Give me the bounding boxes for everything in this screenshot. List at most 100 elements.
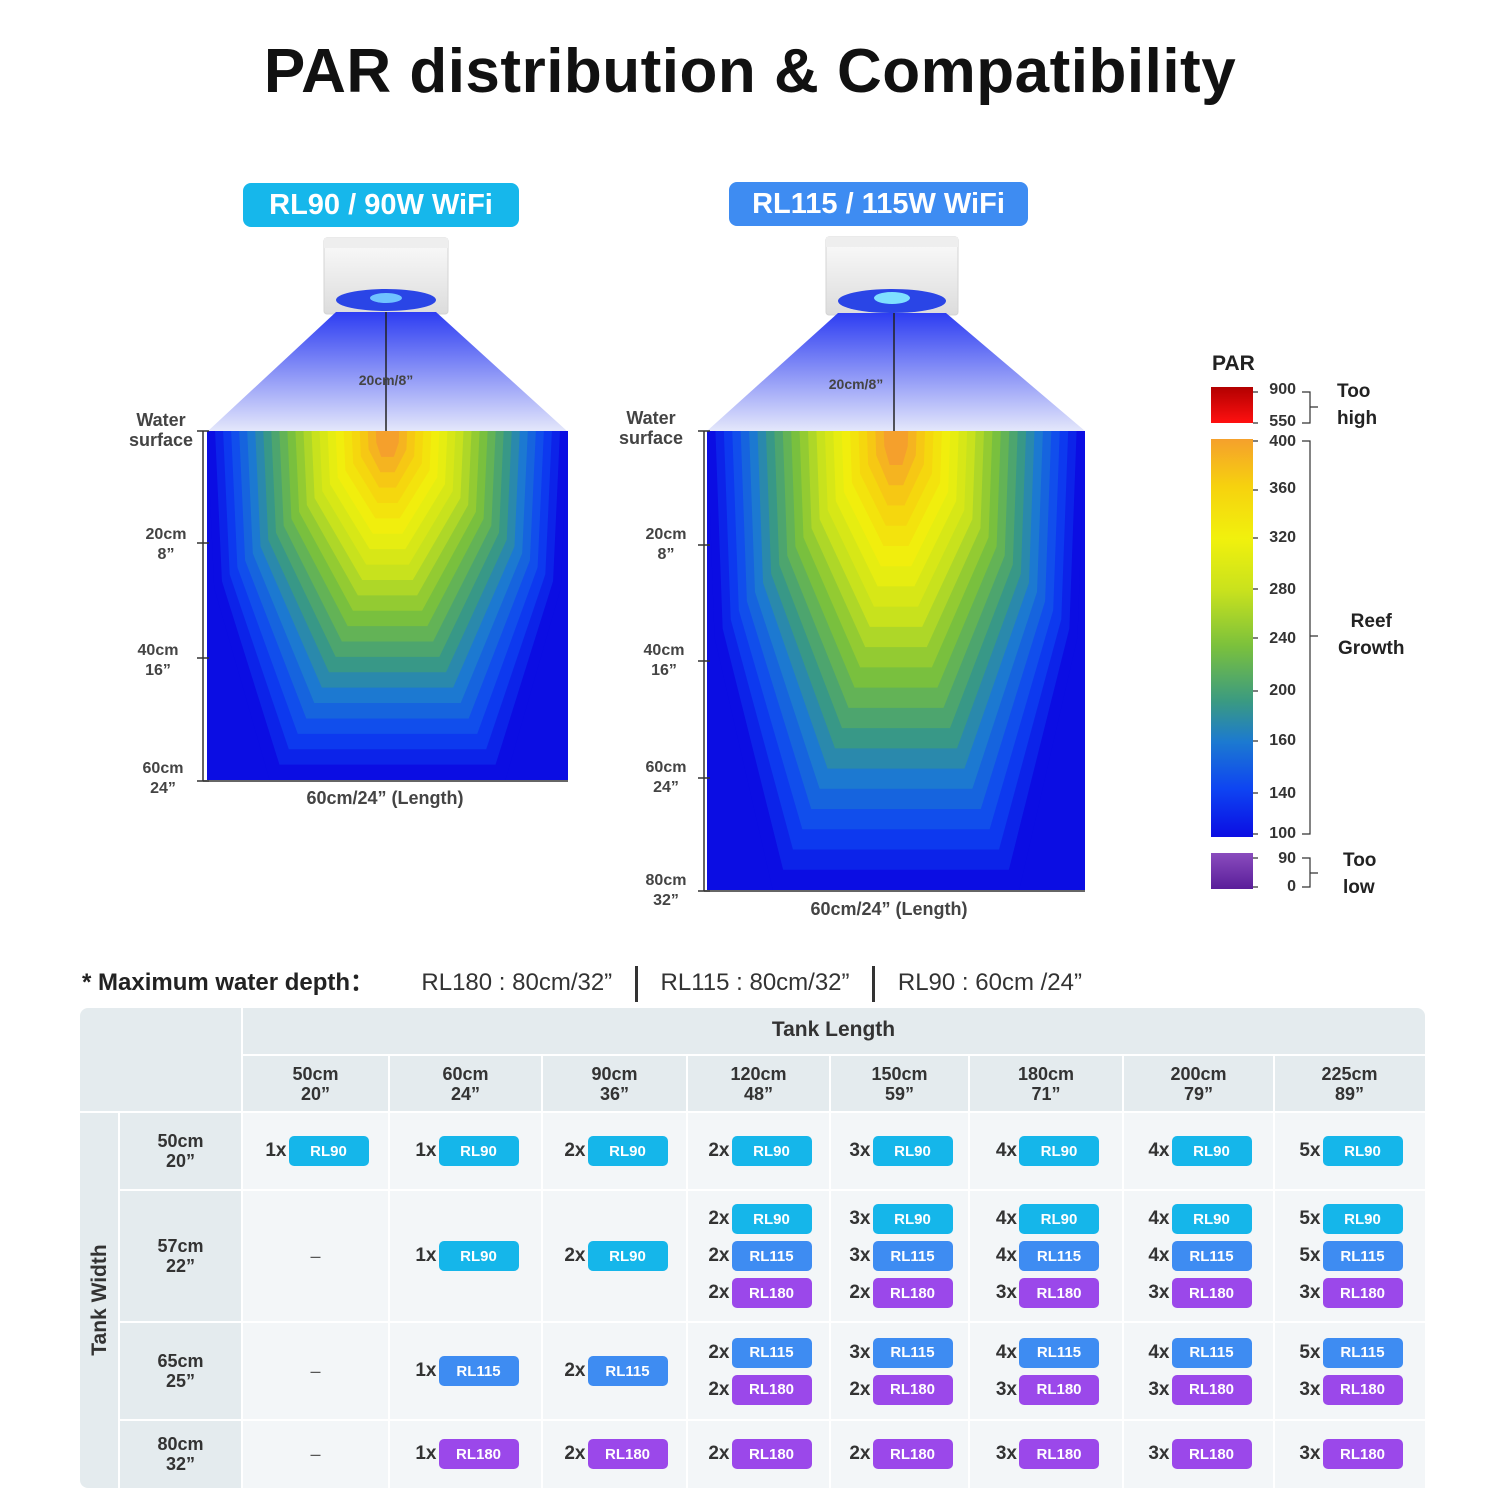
fixture-entry: 2x RL115 <box>562 1353 668 1390</box>
fixture-entry: 3x RL180 <box>993 1371 1099 1408</box>
legend-tick: 90 <box>1278 850 1296 867</box>
par-distribution-visual <box>197 236 1318 892</box>
table-cell: – <box>242 1322 389 1420</box>
rl90-length-label: 60cm/24” (Length) <box>306 788 464 808</box>
fixture-entry: 2x RL90 <box>706 1133 812 1170</box>
fixture-count: 5x <box>1299 1245 1321 1266</box>
legend-tick: 360 <box>1269 480 1296 497</box>
fixture-entry: 2x RL90 <box>706 1201 812 1238</box>
rl90-axes <box>197 430 568 782</box>
fixture-model-badge: RL115 <box>587 1356 668 1386</box>
column-header: 60cm 24” <box>442 1063 489 1104</box>
fixture-model-badge: RL180 <box>872 1278 953 1308</box>
column-header: 50cm 20” <box>292 1063 339 1104</box>
fixture-entry: 5x RL90 <box>1297 1201 1403 1238</box>
rl90-par-heatmap <box>207 431 568 780</box>
fixture-model-badge: RL90 <box>731 1136 812 1166</box>
fixture-count: 3x <box>995 1443 1017 1464</box>
fixture-model-badge: RL90 <box>1322 1136 1403 1166</box>
rl90-depth-tick: 60cm 24” <box>142 760 184 797</box>
legend-tick: 900 <box>1269 381 1296 398</box>
empty-cell-dash: – <box>310 1245 321 1266</box>
table-cell: 2x RL90 <box>542 1112 687 1190</box>
table-cell: 4x RL90 4x RL115 3x RL180 <box>969 1190 1123 1322</box>
legend-too-high-bar <box>1211 387 1253 423</box>
column-header: 180cm 71” <box>1017 1063 1075 1104</box>
rl115-length-label: 60cm/24” (Length) <box>810 899 968 919</box>
fixture-model-badge: RL180 <box>872 1439 953 1469</box>
fixture-count: 4x <box>1148 1208 1170 1229</box>
fixture-count: 3x <box>849 1140 871 1161</box>
table-cell: 2x RL90 2x RL115 2x RL180 <box>687 1190 830 1322</box>
fixture-model-badge: RL90 <box>587 1136 668 1166</box>
table-cell: – <box>242 1420 389 1488</box>
fixture-entry: 4x RL90 <box>993 1201 1099 1238</box>
fixture-count: 2x <box>564 1245 586 1266</box>
par-legend: PAR 900 550 400 360 320 280 240 200 160 … <box>1212 352 1405 898</box>
fixture-count: 1x <box>265 1140 287 1161</box>
table-cell: 2x RL115 <box>542 1322 687 1420</box>
fixture-entry: 4x RL115 <box>1146 1238 1252 1275</box>
fixture-model-badge: RL90 <box>288 1136 369 1166</box>
column-header: 90cm 36” <box>591 1063 638 1104</box>
table-cell: 4x RL90 4x RL115 3x RL180 <box>1123 1190 1274 1322</box>
fixture-model-badge: RL90 <box>1322 1204 1403 1234</box>
table-cell: 3x RL180 <box>1123 1420 1274 1488</box>
fixture-model-badge: RL90 <box>438 1241 519 1271</box>
table-cell: 3x RL90 <box>830 1112 969 1190</box>
column-header: 150cm 59” <box>871 1063 928 1104</box>
table-cell: 3x RL180 <box>1274 1420 1425 1488</box>
fixture-count: 2x <box>708 1208 730 1229</box>
rl115-light-beam <box>707 313 1085 431</box>
fixture-count: 2x <box>708 1378 730 1400</box>
fixture-entry: 4x RL115 <box>1146 1334 1252 1371</box>
empty-cell-dash: – <box>310 1443 321 1464</box>
table-cell: 1x RL90 <box>242 1112 389 1190</box>
table-cell: 1x RL90 <box>389 1112 542 1190</box>
fixture-count: 3x <box>1299 1378 1321 1400</box>
table-cell: – <box>242 1190 389 1322</box>
fixture-entry: 5x RL115 <box>1297 1238 1403 1275</box>
legend-tick: 200 <box>1269 682 1296 699</box>
fixture-model-badge: RL180 <box>731 1439 812 1469</box>
legend-tick: 400 <box>1269 433 1296 450</box>
fixture-model-badge: RL115 <box>1171 1337 1252 1368</box>
column-header: 225cm 89” <box>1321 1063 1378 1104</box>
table-cell: 1x RL180 <box>389 1420 542 1488</box>
compatibility-table: Tank Length Tank Width 50cm 20” 60cm 24” 90c… <box>80 1008 1425 1488</box>
fixture-entry: 1x RL90 <box>413 1133 519 1170</box>
fixture-count: 3x <box>849 1245 871 1266</box>
table-cell: 2x RL180 <box>687 1420 830 1488</box>
fixture-entry: 2x RL180 <box>847 1436 953 1473</box>
rl90-light-beam <box>208 312 567 431</box>
table-cell: 2x RL90 <box>542 1190 687 1322</box>
legend-too-low-bar <box>1211 853 1253 889</box>
fixture-model-badge: RL180 <box>731 1278 812 1308</box>
fixture-count: 2x <box>849 1282 871 1303</box>
fixture-model-badge: RL115 <box>1019 1337 1099 1368</box>
fixture-entry: 2x RL90 <box>562 1133 668 1170</box>
rl90-distance-label: 20cm/8” <box>358 372 414 388</box>
row-header: 65cm 25” <box>157 1351 204 1391</box>
fixture-model-badge: RL90 <box>872 1136 953 1166</box>
fixture-count: 3x <box>1299 1282 1321 1303</box>
fixture-model-badge: RL90 <box>438 1136 519 1166</box>
fixture-model-badge: RL90 <box>1019 1136 1099 1166</box>
fixture-entry: 3x RL180 <box>1146 1371 1252 1408</box>
fixture-entry: 3x RL90 <box>847 1133 953 1170</box>
fixture-entry: 1x RL115 <box>413 1353 519 1390</box>
fixture-entry: 2x RL180 <box>706 1436 812 1473</box>
row-header: 50cm 20” <box>157 1131 204 1171</box>
fixture-count: 4x <box>995 1341 1017 1363</box>
rl90-light-fixture <box>323 237 449 315</box>
fixture-entry: 2x RL115 <box>706 1238 812 1275</box>
rl115-light-fixture <box>825 236 959 316</box>
legend-title: PAR <box>1212 352 1255 375</box>
fixture-entry: 3x RL180 <box>993 1436 1099 1473</box>
fixture-entry: 1x RL90 <box>413 1238 519 1275</box>
table-cell: 3x RL90 3x RL115 2x RL180 <box>830 1190 969 1322</box>
fixture-count: 3x <box>995 1378 1017 1400</box>
fixture-count: 3x <box>849 1208 871 1229</box>
fixture-model-badge: RL180 <box>1322 1439 1403 1469</box>
fixture-entry: 2x RL180 <box>706 1371 812 1408</box>
